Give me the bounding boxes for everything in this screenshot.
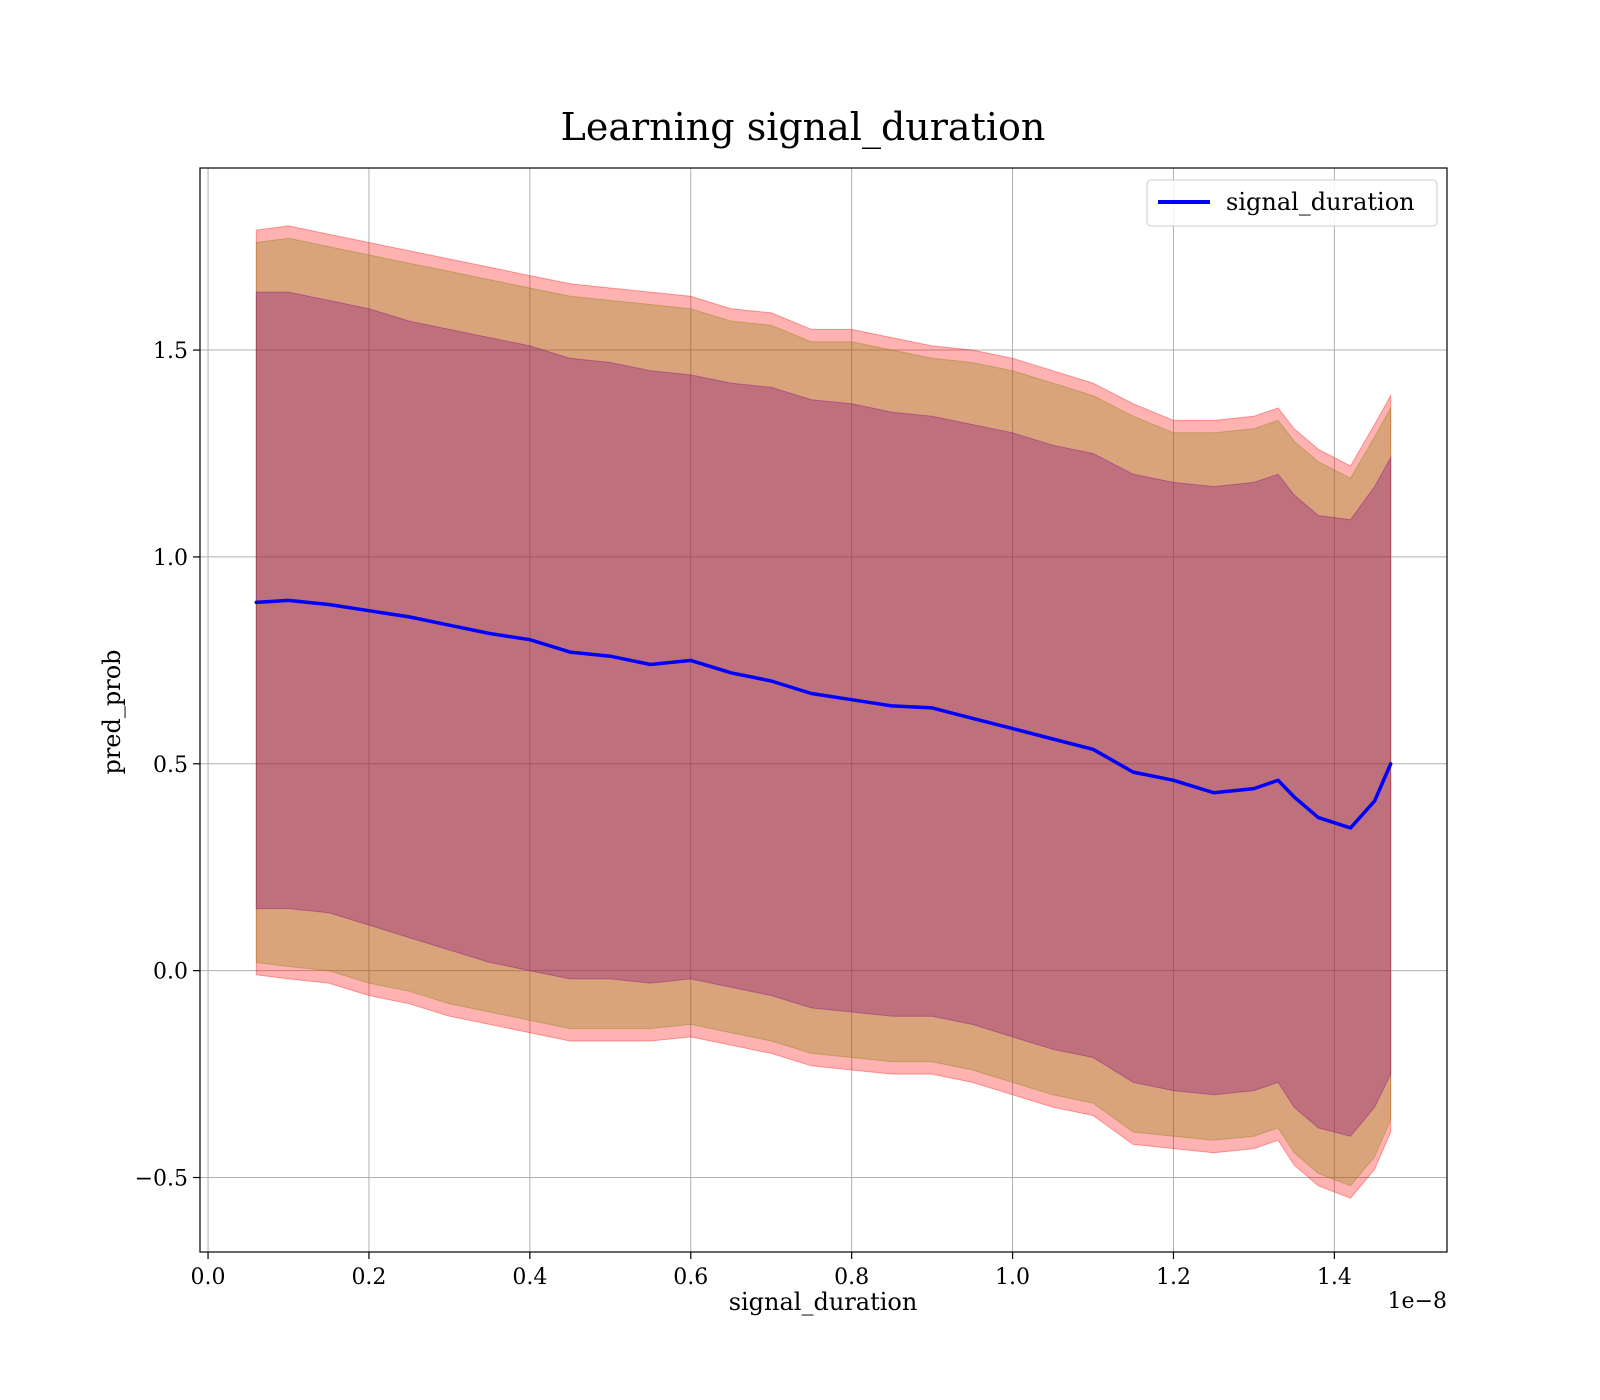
x-tick-label: 0.6	[673, 1265, 708, 1290]
x-axis-ticks: 0.0 0.2 0.4 0.6 0.8 1.0 1.2 1.4	[191, 1252, 1352, 1290]
confidence-band-2	[255, 237, 1392, 1187]
confidence-band-3	[255, 291, 1392, 1137]
legend-label: signal_duration	[1226, 188, 1415, 216]
x-tick-label: 0.2	[351, 1265, 386, 1290]
chart-title: Learning signal_duration	[561, 105, 1046, 150]
legend-box	[1146, 179, 1438, 227]
x-tick-label: 1.4	[1317, 1265, 1352, 1290]
confidence-bands	[255, 225, 1392, 1199]
legend: signal_duration	[1146, 179, 1438, 227]
grid	[200, 168, 1447, 1252]
y-axis-ticks: −0.5 0.0 0.5 1.0 1.5	[135, 339, 200, 1192]
x-tick-label: 1.0	[995, 1265, 1030, 1290]
x-tick-label: 0.4	[512, 1265, 547, 1290]
y-tick-label: 1.5	[153, 339, 188, 364]
y-tick-label: −0.5	[135, 1167, 188, 1192]
x-tick-label: 1.2	[1156, 1265, 1191, 1290]
confidence-band-1	[255, 225, 1392, 1199]
x-tick-label: 0.8	[834, 1265, 869, 1290]
series-line-signal_duration	[254, 598, 1393, 830]
x-tick-label: 0.0	[191, 1265, 226, 1290]
x-axis-label: signal_duration	[729, 1288, 918, 1316]
y-tick-label: 0.0	[153, 960, 188, 985]
y-tick-label: 0.5	[153, 753, 188, 778]
x-axis-offset-text: 1e−8	[1388, 1289, 1447, 1314]
y-tick-label: 1.0	[153, 546, 188, 571]
y-axis-label: pred_prob	[98, 649, 126, 774]
plot-frame	[199, 167, 1448, 1253]
series-lines	[254, 598, 1393, 830]
